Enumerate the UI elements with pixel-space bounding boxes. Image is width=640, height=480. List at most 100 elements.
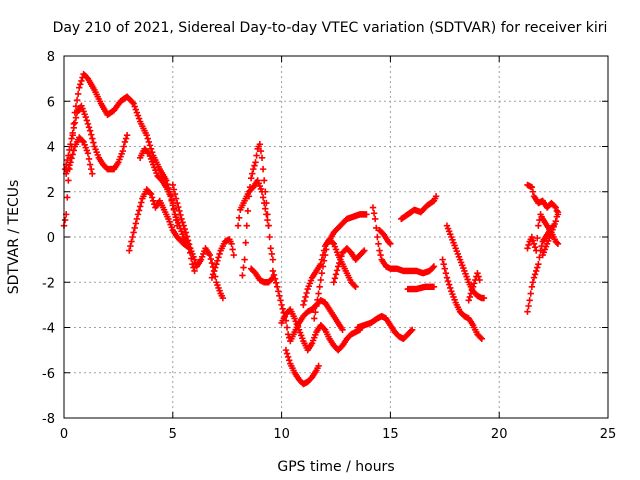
data-point xyxy=(276,292,283,300)
data-point xyxy=(229,246,236,253)
series-segment-arc-18 xyxy=(369,204,438,277)
data-point xyxy=(86,161,94,168)
data-point xyxy=(210,267,218,275)
data-point xyxy=(242,239,249,246)
data-point xyxy=(525,241,532,249)
data-point xyxy=(189,260,196,268)
data-point xyxy=(184,237,192,244)
data-point xyxy=(245,193,253,200)
data-point xyxy=(370,210,378,217)
data-point xyxy=(241,256,248,263)
data-point xyxy=(212,264,219,271)
data-point xyxy=(143,131,150,139)
y-tick-label: -4 xyxy=(42,322,55,337)
y-tick-label: 2 xyxy=(47,186,55,201)
data-point xyxy=(318,270,326,277)
data-point xyxy=(312,309,319,316)
data-point xyxy=(274,283,281,290)
data-point xyxy=(120,143,128,150)
data-point xyxy=(466,293,474,301)
data-point xyxy=(259,165,267,173)
data-point xyxy=(270,271,278,279)
data-point xyxy=(553,207,561,215)
data-point xyxy=(374,233,381,241)
data-point xyxy=(90,139,97,146)
data-point xyxy=(528,283,536,290)
data-point xyxy=(554,240,562,247)
data-point xyxy=(361,247,368,254)
data-point xyxy=(480,294,488,302)
data-point xyxy=(65,152,72,159)
y-tick-label: 8 xyxy=(47,50,55,65)
data-point xyxy=(331,275,339,282)
data-point xyxy=(300,301,307,309)
data-point xyxy=(330,279,338,286)
data-point xyxy=(136,203,144,210)
data-point xyxy=(145,138,153,146)
series-segment-arc-3 xyxy=(62,134,96,177)
data-point xyxy=(316,283,323,290)
data-point xyxy=(72,103,80,110)
data-point xyxy=(147,190,155,198)
data-point xyxy=(64,194,71,201)
data-point xyxy=(170,206,178,214)
data-point xyxy=(167,193,174,200)
data-point xyxy=(465,297,472,304)
data-point xyxy=(333,267,341,274)
data-point xyxy=(535,260,542,268)
series-segment-arc-15 xyxy=(311,211,370,322)
data-point xyxy=(134,211,142,218)
data-point xyxy=(249,170,256,177)
data-point xyxy=(61,216,69,224)
data-point xyxy=(267,245,274,252)
data-point xyxy=(269,256,277,263)
data-point xyxy=(133,109,141,116)
series-segment-arc-6 xyxy=(169,181,227,302)
data-point xyxy=(247,174,255,182)
data-point xyxy=(283,324,291,331)
data-point xyxy=(264,211,271,218)
data-point xyxy=(408,326,416,333)
data-point xyxy=(271,275,279,283)
data-point xyxy=(531,243,539,251)
data-point xyxy=(301,297,308,305)
data-point xyxy=(84,150,92,157)
data-point xyxy=(263,199,270,207)
data-point xyxy=(317,276,324,284)
chart-title: Day 210 of 2021, Sidereal Day-to-day VTE… xyxy=(53,20,608,36)
data-point xyxy=(250,165,257,173)
data-point xyxy=(275,288,282,295)
series-segment-arc-16 xyxy=(330,245,368,286)
data-point xyxy=(209,271,217,278)
data-point xyxy=(468,286,476,294)
data-point xyxy=(144,148,151,156)
data-point xyxy=(126,247,133,254)
data-point xyxy=(214,257,221,264)
data-point xyxy=(121,138,129,146)
series-segment-arc-20 xyxy=(398,193,440,223)
data-point xyxy=(553,213,561,220)
data-point xyxy=(478,335,485,343)
data-point xyxy=(64,156,71,164)
data-point xyxy=(191,256,198,263)
series-segment-arc-2 xyxy=(61,102,131,173)
x-tick-label: 15 xyxy=(382,427,399,442)
data-point xyxy=(302,293,309,301)
data-point xyxy=(432,193,440,200)
series-segment-arc-10 xyxy=(247,265,277,286)
y-tick-label: -2 xyxy=(42,276,55,291)
data-point xyxy=(88,165,95,173)
data-points xyxy=(60,70,562,388)
data-point xyxy=(530,240,538,247)
series-segment-arc-27 xyxy=(524,211,562,254)
data-point xyxy=(72,114,80,121)
data-point xyxy=(467,290,475,297)
data-point xyxy=(171,190,179,198)
data-point xyxy=(185,241,193,248)
data-point xyxy=(130,229,137,236)
data-point xyxy=(375,240,382,247)
series-segment-arc-7 xyxy=(208,236,237,281)
data-point xyxy=(278,301,285,309)
data-point xyxy=(284,353,292,361)
